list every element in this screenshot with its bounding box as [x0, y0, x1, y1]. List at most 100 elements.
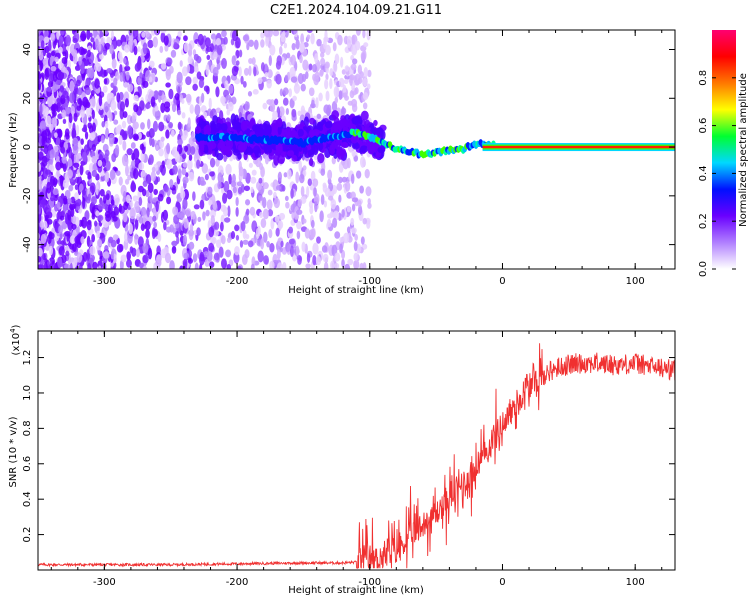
spectrogram-cell: [61, 109, 67, 119]
spectrogram-cell: [208, 199, 213, 206]
spectrogram-cell: [52, 188, 59, 196]
spectrogram-cell: [222, 192, 228, 204]
spectrogram-cell: [138, 215, 144, 224]
spectrogram-cell: [232, 149, 241, 156]
spectrogram-cell: [367, 69, 372, 78]
spectrogram-cell: [173, 41, 178, 49]
spectrogram-cell: [73, 162, 80, 168]
spectrogram-cell: [188, 49, 193, 57]
spectrogram-cell: [62, 51, 67, 57]
spectrogram-cell: [213, 51, 218, 60]
spectrogram-cell: [343, 78, 349, 85]
spectrogram-cell: [58, 246, 65, 256]
spectrogram-cell: [363, 42, 369, 48]
spectrogram-cell: [300, 41, 305, 53]
spectrogram-cell: [216, 44, 223, 56]
spectrogram-cell: [118, 91, 124, 101]
spectrogram-cell: [221, 30, 227, 38]
spectrogram-cell: [182, 198, 188, 210]
spectrogram-cell: [319, 210, 324, 223]
spectrogram-cell: [91, 169, 98, 177]
spectrogram-cell: [110, 100, 117, 111]
spectrogram-cell: [38, 226, 42, 233]
spectrogram-cell: [137, 132, 142, 140]
spectrogram-cell: [220, 221, 224, 232]
spectrogram-cell: [315, 141, 324, 151]
spectrogram-cell: [177, 109, 182, 116]
spectrogram-cell: [222, 206, 229, 217]
spectrogram-cell: [348, 147, 353, 153]
spectrogram-cell: [163, 35, 169, 46]
spectrogram-cell: [64, 128, 70, 137]
spectrogram-cell: [122, 212, 128, 223]
spectrogram-cell: [264, 155, 269, 165]
spectrogram-cell: [311, 99, 315, 109]
spectrogram-cell: [142, 254, 149, 264]
spectrogram-cell: [65, 250, 70, 257]
spectrogram-cell: [199, 254, 205, 266]
spectrogram-cell: [247, 91, 253, 97]
snr-xtick-label: -200: [226, 577, 249, 588]
snr-xlabel: Height of straight line (km): [288, 585, 424, 596]
spectrogram-cell: [263, 231, 268, 243]
spectrogram-cell: [314, 53, 319, 64]
spectrogram-cell: [357, 199, 362, 208]
snr-xtick-label: -100: [358, 577, 381, 588]
spectrogram-cell: [235, 234, 240, 241]
spectrogram-cell: [104, 149, 110, 157]
spectrogram-cell: [360, 51, 366, 61]
spectrogram-cell: [302, 145, 308, 155]
spectrogram-cell: [291, 211, 295, 220]
spectrogram-cell: [367, 198, 371, 205]
spectrogram-cell: [78, 56, 83, 66]
snr-xtick-label: -300: [93, 577, 116, 588]
spectrogram-cell: [67, 197, 72, 204]
spectrogram-cell: [215, 158, 220, 167]
spectrogram-cell: [192, 191, 196, 202]
spectrogram-cell: [189, 146, 196, 155]
spectrogram-cell: [182, 258, 188, 269]
spectrogram-cell: [248, 162, 253, 168]
spectrogram-cell: [351, 34, 355, 46]
spectrogram-cell: [176, 236, 180, 245]
spectrogram-cell: [220, 235, 226, 245]
spectrogram-cell: [123, 44, 130, 53]
spectrogram-cell: [92, 30, 98, 38]
spectrogram-cell: [228, 84, 234, 94]
spectrogram-cell: [218, 246, 224, 258]
spectrogram-cell: [87, 171, 92, 180]
spectrogram-cell: [42, 252, 46, 261]
spectrogram-cell: [280, 36, 286, 43]
spectrogram-cell: [319, 69, 324, 77]
colorbar-label: Normalized spectral amplitude: [738, 73, 749, 227]
spectrogram-cell: [362, 92, 369, 100]
spectrogram-cell: [179, 265, 184, 269]
spectrogram-cell: [343, 92, 348, 99]
spectrogram-cell: [323, 200, 328, 208]
spectrogram-cell: [259, 211, 264, 219]
spectrogram-cell: [150, 96, 156, 107]
spectrogram-cell: [50, 153, 54, 165]
spectrogram-xtick-label: 100: [626, 276, 645, 287]
spectrogram-cell: [48, 39, 52, 52]
spectrogram-cell: [209, 120, 216, 130]
colorbar-tick-label: 0.6: [698, 118, 709, 134]
spectrogram-cell: [62, 118, 67, 125]
spectrogram-cell: [288, 88, 293, 98]
spectrogram-cell: [262, 208, 269, 220]
spectrogram-cell: [209, 261, 215, 269]
spectrogram-cell: [163, 101, 171, 109]
spectrogram-cell: [248, 65, 252, 76]
spectrogram-cell: [40, 233, 47, 244]
snr-frame: [37, 330, 676, 571]
spectrogram-cell: [235, 196, 239, 207]
snr-scale-exponent: 4: [9, 328, 17, 333]
spectrogram-cell: [209, 110, 214, 119]
spectrogram-cell: [251, 57, 256, 66]
spectrogram-cell: [267, 209, 274, 217]
spectrogram-cell: [344, 263, 351, 269]
spectrogram-cell: [274, 98, 279, 106]
spectrogram-cell: [330, 260, 335, 269]
spectrogram-cell: [324, 61, 330, 69]
spectrogram-cell: [312, 64, 317, 73]
